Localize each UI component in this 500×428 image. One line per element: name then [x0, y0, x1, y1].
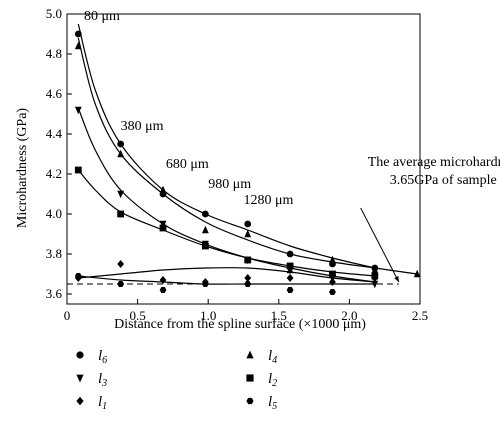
legend-label-l1: l1: [98, 394, 107, 412]
x-tick-label: 1.0: [200, 308, 216, 323]
legend-label-l5: l5: [268, 394, 277, 412]
point-l5: [244, 281, 252, 287]
plot-border: [66, 13, 421, 305]
fit-l4-curve: [77, 37, 418, 275]
legend-marker-l5: [246, 397, 254, 405]
average-note-arrow: [360, 207, 400, 283]
point-l5: [201, 281, 209, 287]
point-l4: [117, 149, 125, 158]
point-l6: [244, 220, 252, 228]
legend-marker-l4: [246, 350, 254, 359]
legend: l6 l4 l3 l2 l1 l5: [76, 348, 277, 412]
y-axis-label: Microhardness (GPa): [15, 108, 30, 228]
point-l1: [244, 274, 252, 282]
anno-380: 380 μm: [121, 119, 164, 134]
legend-label-l2: l2: [268, 371, 277, 389]
legend-label-l3: l3: [98, 371, 107, 389]
y-tick-label: 3.6: [46, 286, 63, 301]
x-tick-label: 2.5: [412, 308, 428, 323]
average-note-line-2: 3.65GPa of sample 4: [390, 173, 500, 188]
point-l2: [286, 262, 294, 270]
fit-curves-layer: [77, 23, 418, 285]
y-tick-label: 5.0: [46, 6, 62, 21]
x-tick-label: 1.5: [271, 308, 287, 323]
fit-l1-curve: [78, 267, 375, 283]
anno-680: 680 μm: [166, 157, 209, 172]
anno-980: 980 μm: [208, 177, 251, 192]
x-tick-label: 0.5: [129, 308, 145, 323]
point-l3: [117, 190, 125, 199]
point-l4: [413, 269, 421, 278]
legend-marker-l2: [246, 374, 254, 382]
y-tick-label: 3.8: [46, 246, 62, 261]
legend-label-l6: l6: [98, 348, 107, 366]
anno-80: 80 μm: [84, 9, 120, 24]
legend-marker-l3: [76, 374, 84, 383]
point-l5: [329, 289, 336, 295]
average-note-arrowhead: [394, 276, 399, 282]
point-l2: [117, 210, 125, 218]
fit-l3-curve: [77, 107, 375, 283]
point-l1: [286, 274, 294, 282]
point-l5: [286, 287, 294, 293]
point-l5: [371, 271, 379, 277]
point-l1: [117, 260, 125, 268]
point-l4: [329, 255, 336, 264]
legend-marker-l6: [76, 351, 84, 359]
plot-area: [66, 13, 421, 305]
y-tick-label: 4.6: [46, 86, 63, 101]
average-note-line-1: The average microhardness: [368, 155, 500, 170]
y-tick-label: 4.8: [46, 46, 62, 61]
point-l2: [244, 256, 252, 264]
point-l3: [159, 220, 167, 229]
point-l4: [159, 185, 167, 194]
point-l4: [244, 229, 252, 238]
point-l2: [74, 166, 82, 174]
point-l6: [117, 140, 125, 148]
data-points-layer: [74, 30, 421, 295]
axis-ticks-layer: 0 0.5 1.0 1.5 2.0 2.5 3.6 3.8 4.0 4.2 4.4 4.6 4.8 5.0: [46, 6, 428, 323]
point-l5: [159, 287, 167, 293]
point-l6: [74, 30, 82, 38]
y-tick-label: 4.0: [46, 206, 62, 221]
point-l2: [159, 224, 167, 232]
point-l3: [371, 280, 379, 289]
y-tick-label: 4.4: [46, 126, 63, 141]
point-l5: [117, 281, 125, 287]
point-l3: [74, 106, 82, 115]
point-l2: [329, 270, 336, 278]
x-tick-label: 2.0: [341, 308, 357, 323]
y-tick-label: 4.2: [46, 166, 62, 181]
point-l6: [201, 210, 209, 218]
legend-marker-l1: [76, 396, 84, 406]
point-l4: [201, 225, 209, 234]
legend-label-l4: l4: [268, 348, 277, 366]
fit-l5-curve: [78, 275, 375, 285]
point-l4: [74, 41, 82, 50]
point-l6: [286, 250, 294, 258]
point-l2: [201, 242, 209, 250]
point-l1: [329, 278, 336, 286]
x-tick-label: 0: [64, 308, 71, 323]
point-l1: [159, 276, 167, 284]
point-l5: [74, 273, 82, 279]
anno-1280: 1280 μm: [244, 193, 294, 208]
x-axis-label: Distance from the spline surface (×1000 …: [114, 317, 366, 332]
